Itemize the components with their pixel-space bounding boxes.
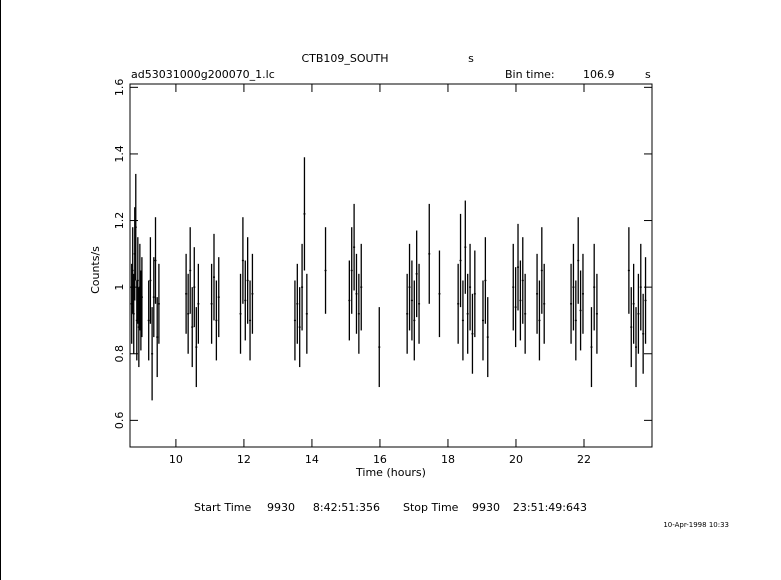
timestamp: 10-Apr-1998 10:33 [663,521,729,529]
plot-frame [129,83,653,448]
stop-label: Stop Time [403,501,459,514]
y-tick-label: 1.2 [113,212,126,230]
y-tick-label: 1.6 [113,79,126,97]
x-tick-label: 20 [509,453,523,466]
bin-time-unit: s [645,68,651,81]
start-time: 8:42:51:356 [313,501,380,514]
y-tick-label: 1 [113,284,126,291]
x-tick-label: 16 [373,453,387,466]
start-label: Start Time [194,501,252,514]
start-day: 9930 [267,501,295,514]
x-tick-label: 22 [577,453,591,466]
x-tick-label: 14 [305,453,319,466]
bin-time: 106.9 [583,68,615,81]
file-name: ad53031000g200070_1.lc [131,68,275,81]
bin-time-label: Bin time: [505,68,555,81]
title-unit: s [468,52,474,65]
y-tick-label: 1.4 [113,145,126,163]
x-tick-label: 12 [237,453,251,466]
x-tick-label: 10 [169,453,183,466]
y-tick-label: 0.8 [113,345,126,363]
y-tick-label: 0.6 [113,412,126,430]
stop-time: 23:51:49:643 [513,501,587,514]
stop-day: 9930 [472,501,500,514]
chart-title: CTB109_SOUTH [301,52,388,65]
x-tick-label: 18 [441,453,455,466]
y-axis-label: Counts/s [89,246,102,294]
x-axis-label: Time (hours) [355,466,426,479]
